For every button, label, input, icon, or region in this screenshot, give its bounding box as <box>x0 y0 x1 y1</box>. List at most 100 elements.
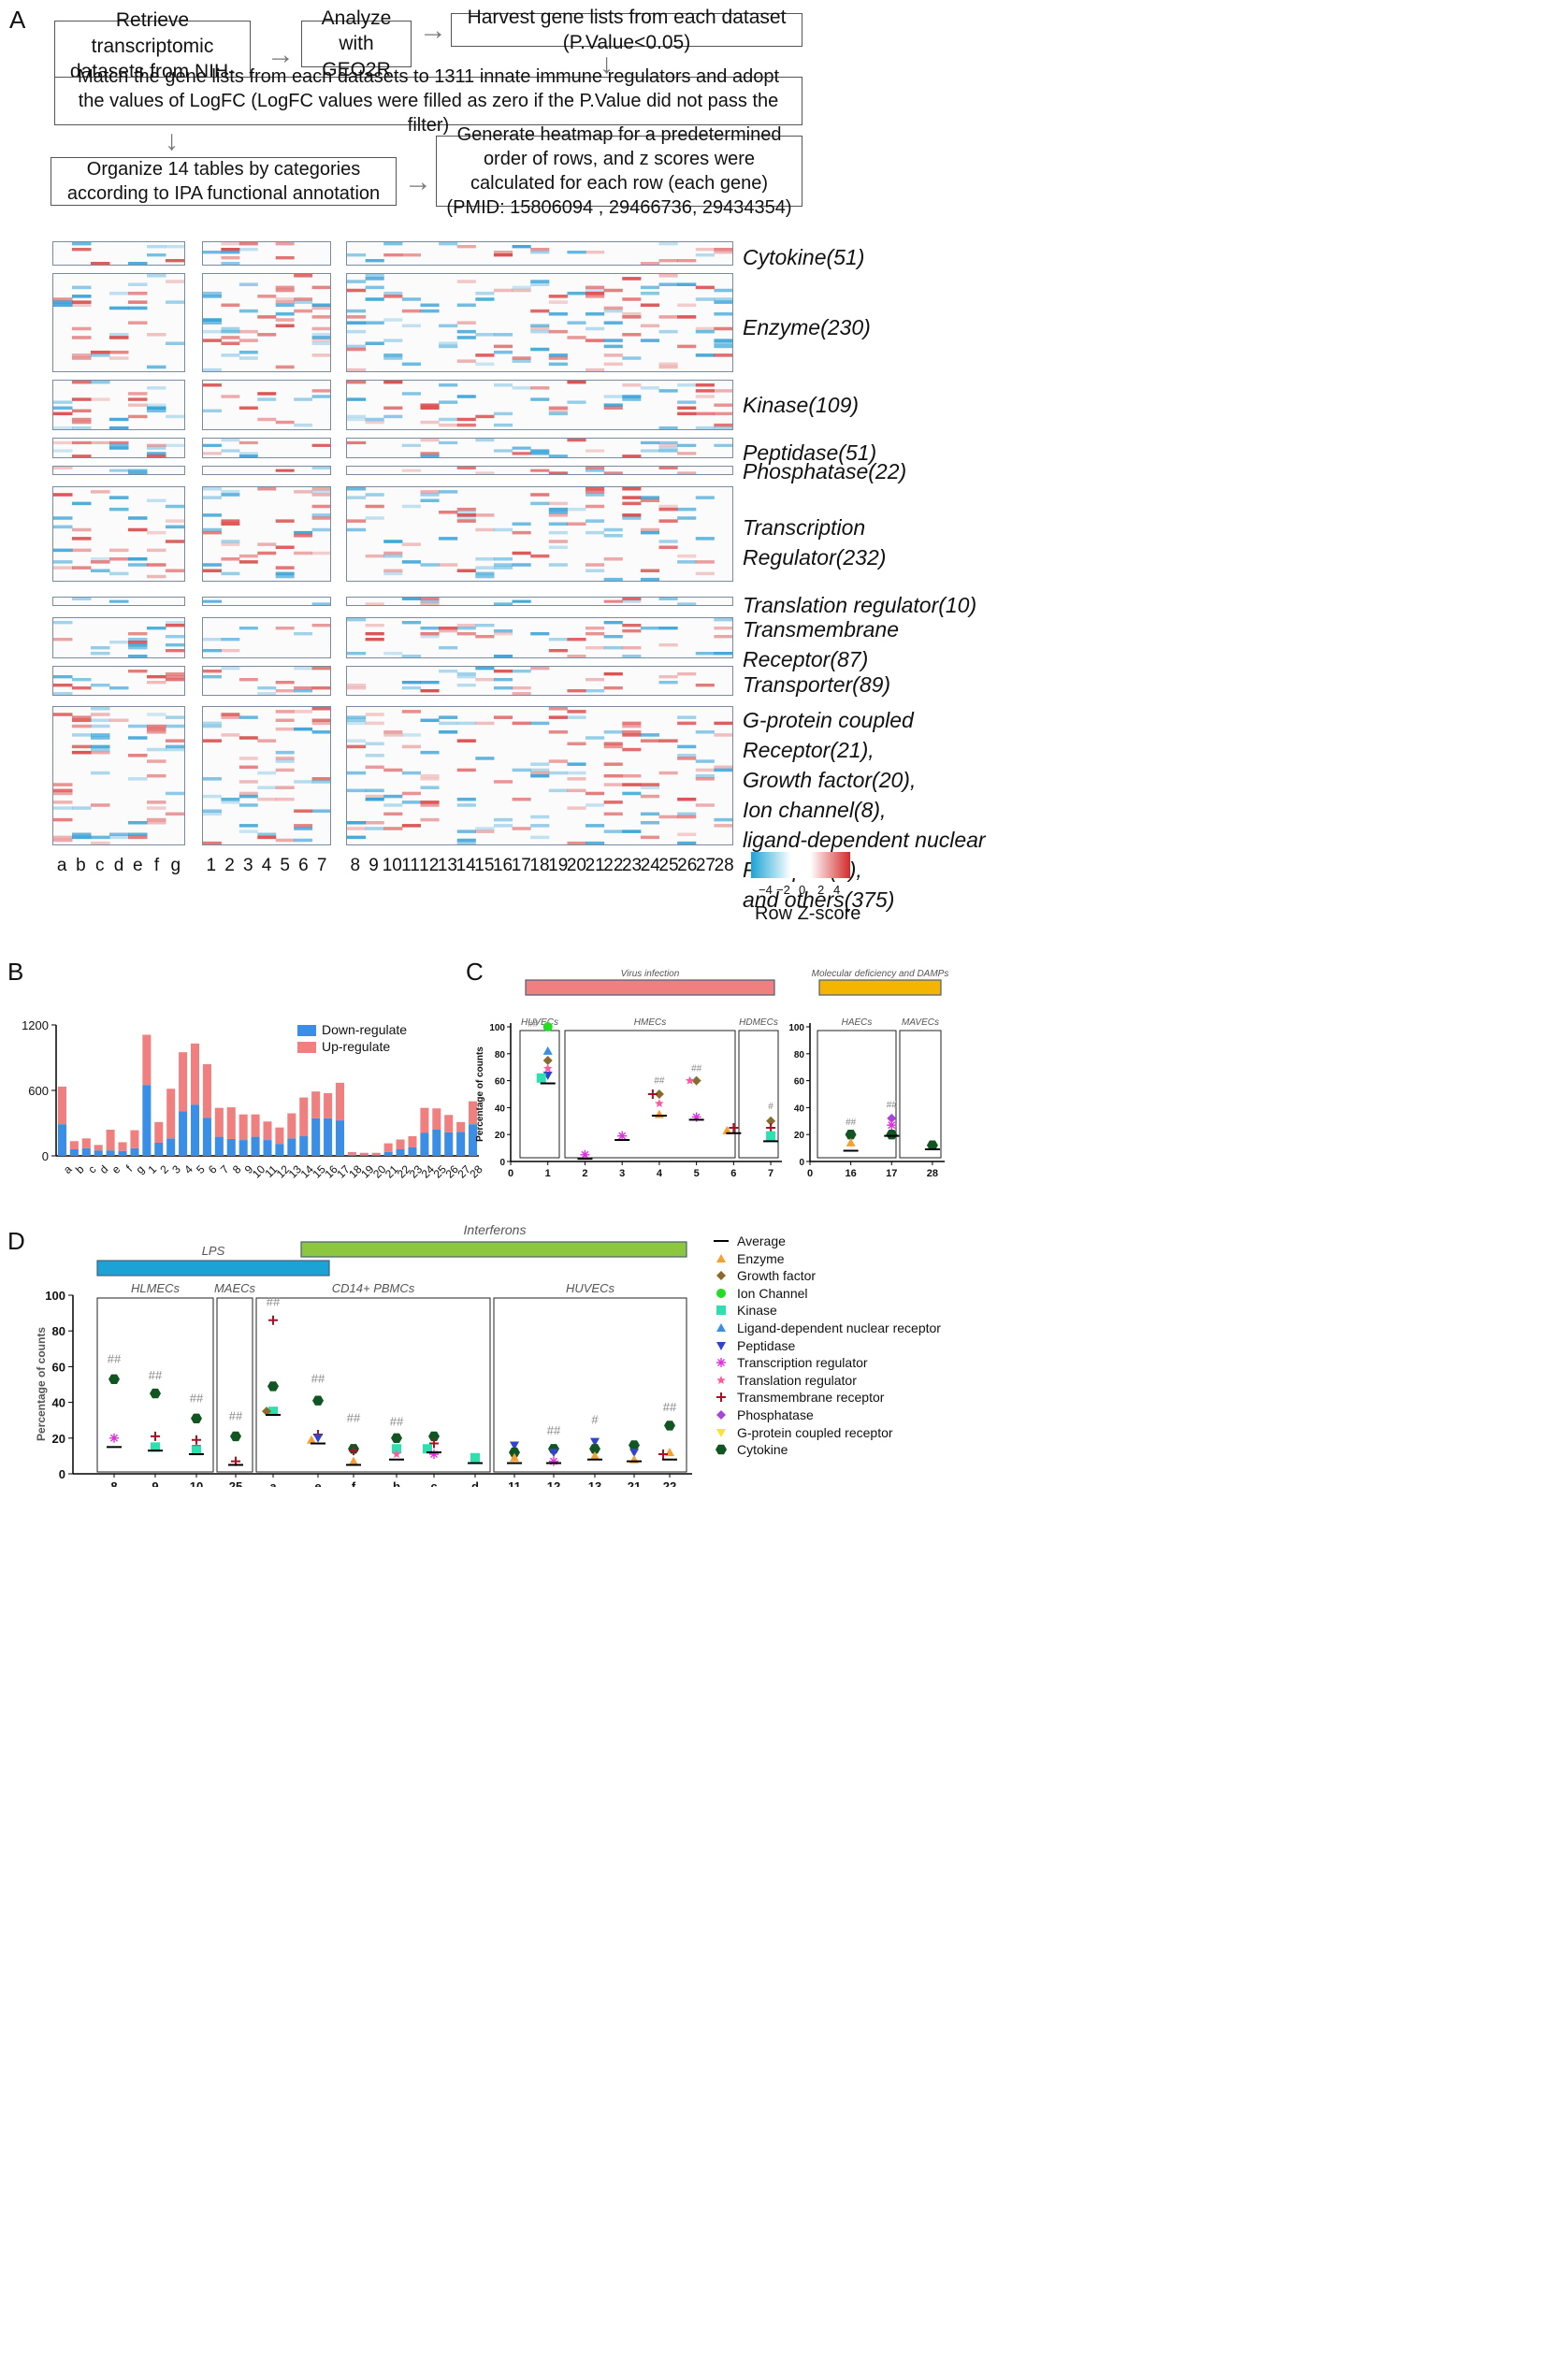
heatmap-cell <box>456 721 476 726</box>
heatmap-cell <box>166 443 184 447</box>
heatmap-column-label: b <box>76 856 86 875</box>
x-tick-label: 6 <box>206 1162 220 1176</box>
heatmap-cell <box>401 733 421 737</box>
heatmap-cell <box>401 686 421 690</box>
heatmap-cell <box>91 724 110 728</box>
heatmap-cell <box>91 262 110 265</box>
heatmap-cell <box>239 356 258 360</box>
heatmap-cell <box>91 397 110 401</box>
heatmap-cell <box>365 721 384 726</box>
legend-marker-icon <box>716 1428 726 1437</box>
heatmap-cell <box>695 537 715 541</box>
heatmap-cell <box>603 646 623 650</box>
heatmap-cell <box>275 797 295 801</box>
heatmap-cell <box>530 762 550 766</box>
heatmap-cell <box>311 315 330 319</box>
heatmap-cell <box>677 282 697 286</box>
heatmap-cell <box>128 655 148 657</box>
heatmap-cells <box>72 598 129 603</box>
bar-down-regulate <box>166 1138 176 1156</box>
heatmap-cell <box>294 686 313 690</box>
heatmap-cell <box>294 490 313 494</box>
x-tick-label: 2 <box>157 1162 171 1176</box>
x-tick-label: 7 <box>218 1162 232 1176</box>
marker-asterisk <box>887 1120 897 1131</box>
heatmap-cell <box>294 397 313 401</box>
legend-label: Growth factor <box>737 1268 817 1284</box>
heatmap-cell <box>311 285 330 290</box>
heatmap-cell <box>512 452 531 455</box>
heatmap-cell <box>493 670 513 673</box>
panel-label-b: B <box>7 958 24 986</box>
marker-triangle-down <box>549 1449 558 1458</box>
x-tick-label: 0 <box>508 1168 513 1179</box>
heatmap-cell <box>695 759 715 763</box>
heatmap-column-label: c <box>94 856 105 875</box>
heatmap-cell <box>239 350 258 354</box>
heatmap-cell <box>239 715 258 719</box>
heatmap-cells <box>53 381 184 429</box>
heatmap-cell <box>166 812 184 816</box>
heatmap-cell <box>294 530 313 535</box>
heatmap-cell <box>72 397 92 401</box>
legend-label: Phosphatase <box>737 1407 814 1422</box>
x-tick-label: 11 <box>508 1479 521 1487</box>
heatmap-cell <box>567 522 586 526</box>
heatmap-cell <box>383 414 403 419</box>
heatmap-cell <box>166 624 184 627</box>
x-tick-label: 8 <box>110 1479 117 1487</box>
heatmap-cell <box>239 627 258 630</box>
marker-hexagon <box>150 1388 161 1399</box>
heatmap-cell <box>91 684 110 687</box>
heatmap-cells <box>365 598 697 605</box>
heatmap-cell <box>109 417 129 422</box>
heatmap-cell <box>166 621 184 625</box>
marker-triangle <box>307 1435 316 1444</box>
heatmap-block <box>346 706 733 845</box>
heatmap-cell <box>420 439 440 442</box>
legend-label: Ligand-dependent nuclear receptor <box>737 1320 941 1335</box>
heatmap-cell <box>166 724 184 728</box>
marker-diamond <box>654 1089 664 1099</box>
heatmap-cell <box>586 291 605 296</box>
heatmap-cell <box>257 797 277 801</box>
heatmap-block <box>202 241 331 266</box>
y-tick-label: 40 <box>495 1103 506 1114</box>
heatmap-cell <box>347 309 367 313</box>
heatmap-cell <box>439 400 458 404</box>
heatmap-cell <box>530 771 550 775</box>
bar-down-regulate <box>106 1150 115 1156</box>
marker-triangle-down <box>313 1434 323 1443</box>
flow-step-organize: Organize 14 tables by categories accordi… <box>51 157 397 206</box>
heatmap-cell <box>548 511 568 514</box>
bar-down-regulate <box>154 1143 164 1156</box>
bar-up-regulate <box>396 1139 405 1149</box>
heatmap-cell <box>439 383 458 387</box>
heatmap-cell <box>275 727 295 731</box>
heatmap-cell <box>72 356 92 360</box>
heatmap-cell <box>586 467 605 469</box>
heatmap-cell <box>239 794 258 799</box>
heatmap-cell <box>622 646 642 650</box>
heatmap-cell <box>347 519 367 523</box>
heatmap-cell <box>695 496 715 499</box>
x-tick-label: f <box>352 1479 356 1487</box>
heatmap-cell <box>221 733 240 737</box>
heatmap-cell <box>714 251 732 254</box>
heatmap-column-label: 28 <box>714 856 734 875</box>
bar-down-regulate <box>57 1124 66 1156</box>
heatmap-cell <box>586 627 605 630</box>
x-tick-label: e <box>109 1162 123 1176</box>
heatmap-column-label: 27 <box>695 856 716 875</box>
heatmap-cell <box>714 353 732 357</box>
heatmap-cell <box>72 750 92 755</box>
heatmap-cell <box>548 411 568 416</box>
heatmap-cell <box>128 563 148 567</box>
heatmap-cell <box>475 297 495 301</box>
group-box <box>255 1297 491 1473</box>
heatmap-cell <box>586 339 605 342</box>
heatmap-cell <box>493 824 513 828</box>
marker-asterisk <box>580 1149 590 1160</box>
marker-diamond <box>766 1116 776 1126</box>
heatmap-cell <box>548 362 568 367</box>
